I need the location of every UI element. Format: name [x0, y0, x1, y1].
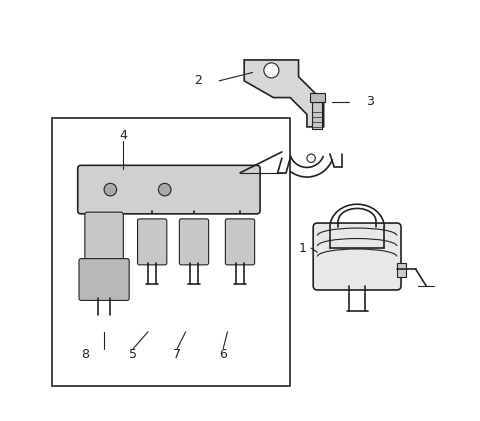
Text: 6: 6 — [219, 348, 227, 361]
Bar — [397, 263, 406, 277]
FancyBboxPatch shape — [180, 219, 209, 265]
Circle shape — [307, 154, 315, 163]
FancyBboxPatch shape — [78, 165, 260, 214]
Text: 1: 1 — [299, 242, 307, 255]
Bar — [310, 93, 325, 102]
Circle shape — [158, 183, 171, 196]
FancyBboxPatch shape — [313, 223, 401, 290]
Text: 8: 8 — [81, 348, 89, 361]
Text: 2: 2 — [194, 75, 202, 87]
Bar — [312, 102, 323, 129]
Bar — [52, 118, 290, 386]
FancyBboxPatch shape — [226, 219, 254, 265]
Text: 5: 5 — [129, 348, 137, 361]
Text: 7: 7 — [173, 348, 181, 361]
FancyBboxPatch shape — [85, 212, 123, 267]
Circle shape — [264, 63, 279, 78]
Text: 4: 4 — [119, 129, 127, 142]
Text: 3: 3 — [366, 95, 373, 108]
FancyBboxPatch shape — [79, 258, 129, 301]
Circle shape — [104, 183, 117, 196]
FancyBboxPatch shape — [138, 219, 167, 265]
Polygon shape — [244, 60, 324, 127]
